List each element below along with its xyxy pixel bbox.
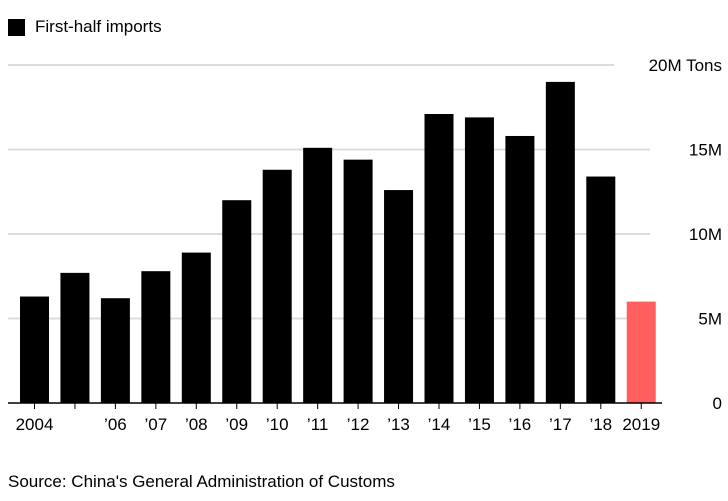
x-tick-label: ’17 [549,415,572,434]
x-tick-label: ’09 [225,415,248,434]
bar-2014 [424,114,454,403]
bar-2011 [303,147,333,403]
bar-2009 [222,200,252,403]
x-tick-label: ’12 [347,415,370,434]
source-note: Source: China's General Administration o… [8,472,395,491]
bar-2005 [60,272,90,403]
bar-2012 [343,159,373,403]
x-tick-label: ’15 [468,415,491,434]
x-tick-label: ’08 [185,415,208,434]
x-tick-label: 2004 [16,415,54,434]
bar-2017 [545,81,575,404]
bar-2006 [100,298,130,403]
bar-2018 [586,176,616,403]
y-tick-label: 0 [713,394,722,413]
x-tick-label: ’11 [307,415,328,434]
y-tick-label: 5M [698,310,722,329]
bar-2004 [20,296,49,403]
bar-2007 [141,271,171,403]
bar-2008 [181,252,211,403]
legend-label: First-half imports [35,17,162,36]
x-tick-label: ’16 [509,415,532,434]
x-tick-label: ’07 [145,415,168,434]
y-tick-label: 20M Tons [649,56,722,75]
bar-2013 [384,190,414,403]
x-tick-label: 2019 [622,415,660,434]
bar-2010 [262,169,292,403]
bar-2015 [464,117,494,403]
y-tick-label: 10M [689,225,722,244]
x-tick-label: ’14 [428,415,451,434]
legend-swatch [8,18,25,36]
legend: First-half imports [8,17,162,37]
x-tick-label: ’13 [387,415,410,434]
x-tick-label: ’10 [266,415,289,434]
bar-2019 [626,301,656,403]
x-tick-label: ’06 [104,415,127,434]
x-tick-label: ’18 [589,415,612,434]
bar-2016 [505,135,535,404]
y-tick-label: 15M [689,141,722,160]
